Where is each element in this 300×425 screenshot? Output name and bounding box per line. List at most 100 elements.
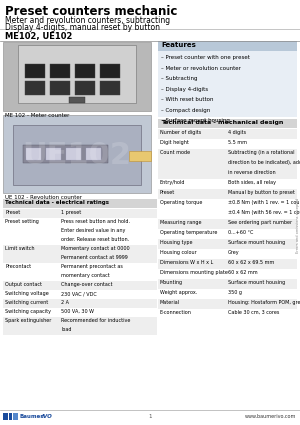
Bar (158, 219, 297, 229)
Text: – Compact design: – Compact design (161, 108, 210, 113)
Text: Dimensions W x H x L: Dimensions W x H x L (160, 260, 213, 265)
Text: Mounting: Mounting (160, 280, 183, 285)
Bar (75, 64, 95, 78)
Text: Preset: Preset (5, 210, 20, 215)
Text: 4 digits: 4 digits (228, 130, 246, 135)
Bar (3, 245, 157, 263)
Text: 60 x 62 mm: 60 x 62 mm (228, 270, 258, 275)
Text: Features: Features (161, 42, 196, 48)
Text: Subtracting (in a rotational: Subtracting (in a rotational (228, 150, 295, 155)
Bar (158, 229, 297, 239)
Text: order. Release reset button.: order. Release reset button. (61, 237, 129, 242)
Text: Digit height: Digit height (160, 140, 189, 145)
Text: – Preset counter with one preset: – Preset counter with one preset (161, 55, 250, 60)
Text: 60 x 62 x 69.5 mm: 60 x 62 x 69.5 mm (228, 260, 274, 265)
Text: Preset setting: Preset setting (5, 219, 39, 224)
Text: Output contact: Output contact (5, 282, 42, 287)
Bar (158, 129, 297, 139)
Text: 500 VA, 30 W: 500 VA, 30 W (61, 309, 94, 314)
Bar (3, 299, 157, 308)
Text: 230 VAC / VDC: 230 VAC / VDC (61, 291, 97, 296)
Text: Switching voltage: Switching voltage (5, 291, 49, 296)
Text: 1 preset: 1 preset (61, 210, 81, 215)
Text: Technical data - mechanical design: Technical data - mechanical design (161, 120, 284, 125)
Text: 350 g: 350 g (228, 290, 242, 295)
Bar (50, 64, 70, 78)
Text: Change-over contact: Change-over contact (61, 282, 112, 287)
Bar (3, 42, 151, 111)
Text: UE 102 - Revolution counter: UE 102 - Revolution counter (5, 195, 82, 200)
Text: Preset counters mechanic: Preset counters mechanic (5, 5, 177, 18)
Bar (66, 148, 81, 160)
Bar (158, 279, 297, 289)
Text: Display 4-digits, manual reset by button: Display 4-digits, manual reset by button (5, 23, 160, 32)
Bar (158, 289, 297, 299)
Text: momentary contact: momentary contact (61, 273, 110, 278)
Text: – With reset button: – With reset button (161, 97, 214, 102)
Text: Preset: Preset (160, 190, 175, 195)
Bar (86, 148, 101, 160)
Text: www.baumerivo.com: www.baumerivo.com (244, 414, 296, 419)
Bar (3, 263, 157, 281)
Text: Surface mount housing: Surface mount housing (228, 240, 285, 245)
Text: ±0.8 Nm (with 1 rev. = 1 count): ±0.8 Nm (with 1 rev. = 1 count) (228, 200, 300, 205)
Bar (25, 81, 45, 95)
Text: Spark extinguisher: Spark extinguisher (5, 318, 51, 323)
Bar (158, 139, 297, 149)
Text: ME 102 - Meter counter: ME 102 - Meter counter (5, 113, 69, 118)
Text: 1: 1 (148, 414, 152, 419)
Text: Operating temperature: Operating temperature (160, 230, 218, 235)
Text: Press reset button and hold.: Press reset button and hold. (61, 219, 130, 224)
Text: Both sides, all relay: Both sides, all relay (228, 180, 276, 185)
Bar (3, 308, 157, 317)
Bar (158, 239, 297, 249)
Text: Dimensions mounting plate: Dimensions mounting plate (160, 270, 228, 275)
Bar (158, 149, 297, 179)
Text: Precontact: Precontact (5, 264, 31, 269)
Text: Material: Material (160, 300, 180, 305)
Bar (158, 119, 297, 128)
Bar (18, 45, 136, 103)
Bar (3, 290, 157, 299)
Text: Errors and omissions excepted: Errors and omissions excepted (296, 198, 300, 252)
Text: Recommended for inductive: Recommended for inductive (61, 318, 130, 323)
Text: 0...+60 °C: 0...+60 °C (228, 230, 254, 235)
Text: in reverse direction: in reverse direction (228, 170, 276, 175)
Text: IVO: IVO (42, 414, 53, 419)
Text: Housing type: Housing type (160, 240, 193, 245)
Bar (158, 179, 297, 189)
Bar (69, 97, 85, 103)
Bar (158, 299, 297, 309)
Text: Enter desired value in any: Enter desired value in any (61, 228, 125, 233)
Text: Manual by button to preset: Manual by button to preset (228, 190, 295, 195)
Text: Switching current: Switching current (5, 300, 48, 305)
Bar (158, 51, 297, 117)
Bar (3, 317, 157, 335)
Bar (158, 259, 297, 269)
Text: Permanent precontact as: Permanent precontact as (61, 264, 123, 269)
Bar (26, 148, 41, 160)
Text: – Subtracting: – Subtracting (161, 76, 197, 81)
Text: Weight approx.: Weight approx. (160, 290, 197, 295)
Bar (13, 125, 141, 185)
Text: Cable 30 cm, 3 cores: Cable 30 cm, 3 cores (228, 310, 279, 315)
Text: Surface mount housing: Surface mount housing (228, 280, 285, 285)
Text: load: load (61, 327, 71, 332)
Text: Entry/hold: Entry/hold (160, 180, 185, 185)
Text: E-connection: E-connection (160, 310, 192, 315)
Bar (13, 413, 18, 420)
Text: See ordering part number: See ordering part number (228, 220, 292, 225)
Bar (129, 151, 151, 161)
Text: Limit switch: Limit switch (5, 246, 34, 251)
Bar (158, 199, 297, 219)
Bar (3, 199, 157, 208)
Text: – Meter or revolution counter: – Meter or revolution counter (161, 65, 241, 71)
Text: Operating torque: Operating torque (160, 200, 202, 205)
Text: ±0.4 Nm (with 56 rev. = 1 count): ±0.4 Nm (with 56 rev. = 1 count) (228, 210, 300, 215)
Text: Housing colour: Housing colour (160, 250, 197, 255)
Bar (50, 81, 70, 95)
Text: Grey: Grey (228, 250, 240, 255)
Text: Baumer: Baumer (20, 414, 44, 419)
Bar (100, 81, 120, 95)
Text: Number of digits: Number of digits (160, 130, 201, 135)
